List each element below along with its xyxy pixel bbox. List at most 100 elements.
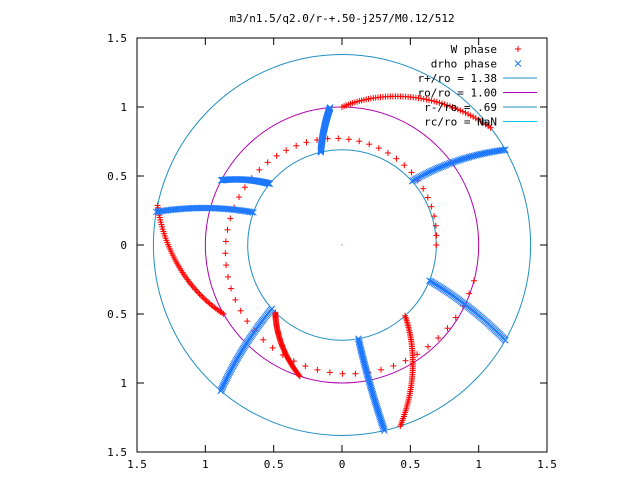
series-0-point-1-60 [154,202,161,209]
series-0-point-3-60 [296,373,303,380]
series-0-point-0-38 [431,98,438,105]
series-0-point-0-34 [420,95,427,102]
series-0-point-4-21 [283,147,290,154]
series-0-point-1-15 [197,292,204,299]
series-0-point-4-37 [237,307,244,314]
series-0-point-4-1 [433,232,440,239]
series-0-point-4-60 [471,277,478,284]
series-0-point-4-13 [366,141,373,148]
series-0-point-0-60 [487,124,494,131]
legend-label-circle-0: r+/ro = 1.38 [418,72,497,85]
y-tick-label-3: 0 [120,239,127,252]
series-0-point-0-50 [462,109,469,116]
series-1-point-3-30 [202,204,209,212]
series-0-point-4-50 [377,366,384,373]
series-0-point-0-39 [433,98,440,105]
series-1-point-3-60 [152,208,160,216]
series-0-point-1-10 [205,299,212,306]
series-0-point-4-31 [222,238,229,245]
series-0-point-4-59 [466,290,473,297]
series-1-point-2-60 [501,146,509,154]
data-layer [152,93,509,434]
series-0-point-1-9 [206,300,213,307]
series-0-point-4-11 [384,149,391,156]
series-0-point-4-2 [432,222,439,229]
series-0-point-0-45 [449,104,456,111]
series-0-point-4-46 [326,369,333,376]
series-0-point-1-14 [199,293,206,300]
series-0-point-0-44 [446,103,453,110]
series-0-point-0-35 [423,96,430,103]
x-tick-label-4: 0.5 [400,458,420,471]
series-0-point-4-8 [408,169,415,176]
series-0-point-4-48 [352,370,359,377]
series-0-point-4-27 [236,194,243,201]
series-0-point-4-30 [224,226,231,233]
series-0-point-4-53 [414,351,421,358]
series-1-point-6-60 [381,427,388,434]
legend-label-series-1: drho phase [431,58,497,71]
x-tick-label-1: 1 [202,458,209,471]
y-tick-label-5: 1 [120,101,127,114]
series-0-point-4-42 [279,351,286,358]
series-0-point-4-36 [232,296,239,303]
series-0-point-4-23 [264,159,271,166]
legend-label-circle-2: r-/ro = .69 [424,101,497,114]
series-0-point-0-46 [452,105,459,112]
series-0-point-1-11 [203,298,210,305]
series-1-point-1-60 [217,176,225,184]
series-0-point-4-43 [290,358,297,365]
series-0-point-0-41 [439,100,446,107]
series-0-point-4-56 [444,325,451,332]
series-0-point-4-10 [393,155,400,162]
legend-label-circle-3: rc/ro = NaN [424,116,497,129]
series-1-point-3-59 [154,208,162,216]
series-0-point-4-15 [345,136,352,143]
series-0-point-4-32 [222,250,229,257]
series-1-point-1-58 [219,176,227,184]
legend-label-series-0: W phase [451,43,497,56]
series-0-point-4-4 [428,203,435,210]
series-0-point-4-51 [390,362,397,369]
x-tick-label-6: 1.5 [537,458,557,471]
series-0-point-4-29 [227,215,234,222]
series-0-point-0-43 [444,102,451,109]
series-0-point-0-52 [467,112,474,119]
x-tick-label-2: 0.5 [264,458,284,471]
series-0-point-4-35 [228,285,235,292]
series-0-point-4-19 [303,139,310,146]
x-tick-label-0: 1.5 [127,458,147,471]
y-tick-label-0: 1.5 [107,446,127,459]
legend-marker-series-0 [515,46,521,52]
series-0-point-0-53 [470,113,477,120]
y-tick-label-6: 1.5 [107,32,127,45]
series-0-point-4-20 [293,142,300,149]
series-0-point-4-40 [260,336,267,343]
series-0-point-4-12 [375,145,382,152]
series-0-point-0-49 [459,108,466,115]
series-0-point-4-3 [431,213,438,220]
series-0-point-4-45 [314,366,321,373]
series-0-point-3-59 [295,372,302,379]
series-0-point-1-12 [202,296,209,303]
series-1-point-5-59 [218,386,225,393]
origin-dot [341,244,343,246]
circle-0 [152,54,532,436]
series-1-point-2-59 [500,146,507,154]
series-0-point-0-54 [472,115,479,122]
series-0-point-0-51 [465,111,472,118]
series-1-point-4-60 [501,336,509,344]
chart-title: m3/n1.5/q2.0/r-+.50-j257/M0.12/512 [229,12,454,25]
series-0-point-4-55 [435,334,442,341]
axes-layer: 1.5 1 0.5 0 0.5 1 1.51.510.500.511.5 [107,32,557,471]
series-0-point-0-36 [425,97,432,104]
series-0-point-1-16 [196,290,203,297]
series-0-point-4-57 [452,314,459,321]
legend-label-circle-1: ro/ro = 1.00 [418,87,497,100]
series-0-point-4-54 [425,343,432,350]
series-0-point-4-26 [241,184,248,191]
series-1-point-3-29 [203,204,211,212]
series-0-point-0-40 [436,99,443,106]
